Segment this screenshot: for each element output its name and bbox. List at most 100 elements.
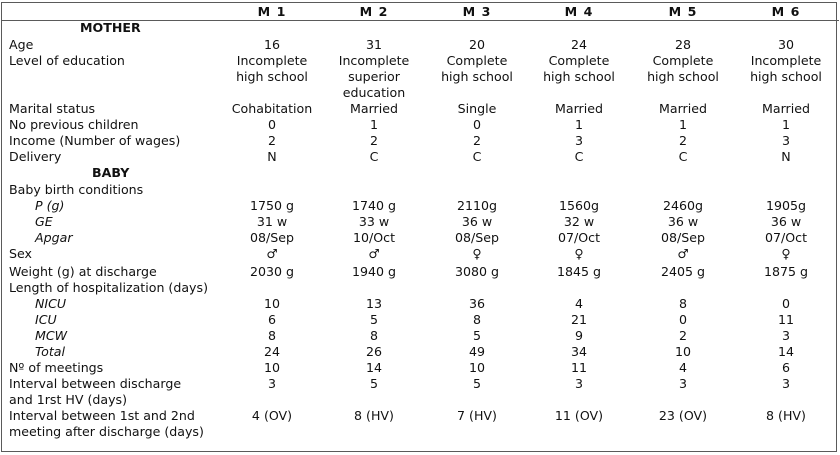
table-cell: ♂ [266,246,278,261]
row-label: Baby birth conditions [9,182,144,197]
table-cell: 21 [570,312,588,327]
table-cell: 4 (OV) [251,408,293,423]
table-cell: 14 [365,360,383,375]
table-cell: 28 [674,37,692,52]
table-cell: 3080 g [454,264,500,279]
table-cell: Married [762,101,810,116]
row-label: meeting after discharge (days) [9,424,204,439]
row-label: Interval between 1st and 2nd [9,408,195,423]
table-cell: 23 (OV) [658,408,708,423]
table-cell: 1740 g [351,198,397,213]
table-cell: 9 [574,328,583,343]
table-cell: 0 [781,296,790,311]
table-cell: C [369,149,379,164]
section-baby: BABY [92,165,130,180]
table-cell: 11 [777,312,795,327]
column-header: M 2 [359,4,389,19]
table-cell: 1 [781,117,790,132]
table-cell: 31 [365,37,383,52]
table-cell: 8 [369,328,378,343]
table-cell: 8 [678,296,687,311]
table-cell: 10 [263,360,281,375]
table-cell: 6 [267,312,276,327]
table-cell: 07/Oct [557,230,601,245]
table-cell: 7 (HV) [457,408,497,423]
table-cell: 0 [267,117,276,132]
row-label: Income (Number of wages) [9,133,181,148]
table-cell: 1 [574,117,583,132]
row-label: MCW [35,328,68,343]
row-label: GE [35,214,53,229]
row-label: Sex [9,246,32,261]
table-cell: 08/Sep [249,230,294,245]
table-cell: 5 [472,328,481,343]
table-cell: high school [647,69,719,84]
table-cell: 3 [781,133,790,148]
row-label: Marital status [9,101,96,116]
table-cell: 5 [472,376,481,391]
row-label: NICU [35,296,67,311]
table-cell: Married [555,101,603,116]
table-cell: 10 [263,296,281,311]
table-cell: ♀ [472,246,482,261]
table-cell: 08/Sep [454,230,499,245]
table-cell: N [267,149,277,164]
table-cell: high school [441,69,513,84]
table-cell: Cohabitation [231,101,313,116]
table-cell: 24 [263,344,281,359]
column-header: M 3 [462,4,492,19]
table-cell: 13 [365,296,383,311]
table-cell: 49 [468,344,486,359]
table-cell: 6 [781,360,790,375]
row-label: Level of education [9,53,125,68]
table-cell: 11 [570,360,588,375]
table-cell: 36 w [461,214,493,229]
row-label: Nº of meetings [9,360,104,375]
table-cell: 26 [365,344,383,359]
row-label: P (g) [35,198,65,213]
column-header: M 5 [668,4,698,19]
table-cell: 2030 g [249,264,295,279]
table-cell: 2110g [456,198,498,213]
table-cell: 4 [574,296,583,311]
table-cell: 30 [777,37,795,52]
table-cell: 8 (HV) [766,408,806,423]
table-cell: 8 (HV) [354,408,394,423]
table-cell: 3 [574,133,583,148]
section-mother: MOTHER [80,20,141,35]
table-cell: Single [457,101,497,116]
table-cell: 2460g [662,198,704,213]
table-cell: ♂ [368,246,380,261]
table-cell: 1905g [765,198,807,213]
table-cell: 1750 g [249,198,295,213]
column-header: M 1 [257,4,287,19]
table-cell: 1 [678,117,687,132]
table-cell: C [472,149,482,164]
row-label: Weight (g) at discharge [9,264,157,279]
table-cell: 07/Oct [764,230,808,245]
table-cell: 36 w [770,214,802,229]
table-cell: Complete [652,53,714,68]
table-cell: 36 w [667,214,699,229]
table-cell: C [678,149,688,164]
table-cell: 3 [781,376,790,391]
row-label: ICU [35,312,57,327]
table-cell: 24 [570,37,588,52]
table-cell: 8 [472,312,481,327]
table-cell: superior [348,69,400,84]
table-cell: 2 [678,133,687,148]
table-cell: ♀ [781,246,791,261]
table-cell: 1845 g [556,264,602,279]
table-cell: education [342,85,406,100]
table-cell: 2 [678,328,687,343]
table-cell: Married [659,101,707,116]
table-cell: 2 [369,133,378,148]
row-label: and 1rst HV (days) [9,392,128,407]
row-label: Apgar [35,230,73,245]
table-cell: 3 [781,328,790,343]
table-cell: 33 w [358,214,390,229]
table-cell: 16 [263,37,281,52]
table-cell: high school [236,69,308,84]
table-cell: 0 [472,117,481,132]
